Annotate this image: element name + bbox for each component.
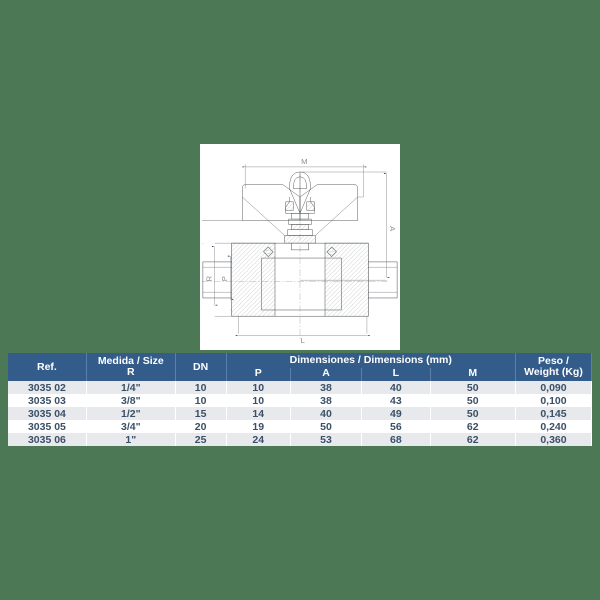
svg-text:L: L (300, 336, 305, 345)
svg-text:P: P (220, 276, 229, 281)
svg-text:M: M (301, 157, 307, 166)
svg-text:R: R (204, 276, 213, 282)
svg-text:A: A (388, 226, 397, 232)
